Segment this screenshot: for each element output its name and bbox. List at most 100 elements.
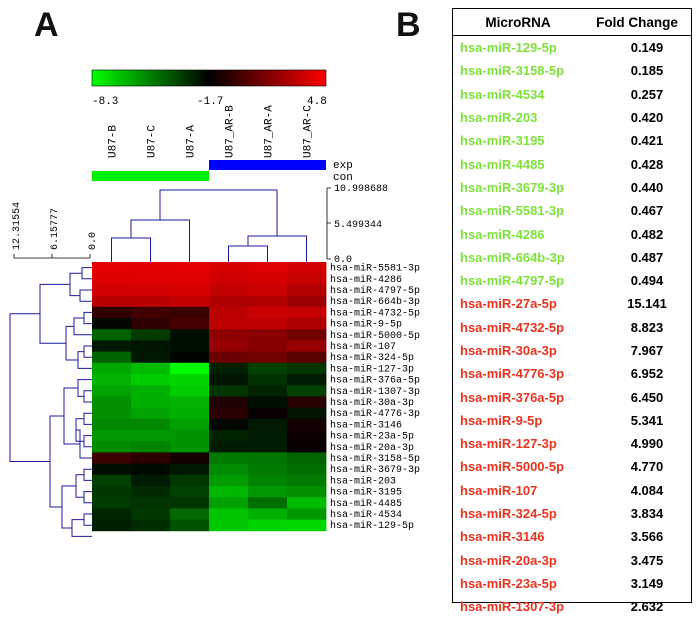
heatmap-cell — [170, 329, 210, 341]
heatmap-cell — [92, 441, 132, 453]
microrna-name: hsa-miR-4776-3p — [460, 366, 565, 382]
heatmap-cell — [131, 306, 171, 319]
heatmap-cell — [209, 306, 249, 319]
heatmap-cell — [170, 463, 210, 476]
heatmap-cell — [209, 441, 249, 453]
table-body: hsa-miR-129-5p 0.149 hsa-miR-3158-5p 0.185 h… — [453, 36, 691, 618]
heatmap-cell — [170, 318, 210, 330]
heatmap-cell — [287, 396, 327, 408]
heatmap-cell — [287, 519, 327, 532]
heatmap-cell — [209, 374, 249, 386]
heatmap-cell — [248, 374, 288, 386]
row-label: hsa-miR-3679-3p — [330, 464, 420, 476]
scale-min-label: -8.3 — [92, 96, 118, 108]
microrna-name: hsa-miR-3158-5p — [460, 63, 565, 79]
microrna-name: hsa-miR-3195 — [460, 133, 545, 149]
heatmap-cell — [287, 430, 327, 442]
heatmap-cell — [131, 318, 171, 330]
heatmap-cell — [170, 273, 210, 285]
col-scale-max: 10.998688 — [334, 184, 388, 195]
fold-change-value: 4.084 — [630, 482, 664, 498]
heatmap-cell — [92, 340, 132, 352]
heatmap-cell — [92, 295, 132, 308]
microrna-name: hsa-miR-203 — [460, 110, 538, 126]
fold-change-value: 5.341 — [630, 412, 664, 428]
heatmap-cell — [92, 362, 132, 375]
row-label: hsa-miR-3158-5p — [330, 453, 420, 465]
row-label: hsa-miR-3195 — [330, 487, 402, 499]
heatmap-cell — [209, 418, 249, 431]
heatmap-cell — [131, 374, 171, 386]
table-row: hsa-miR-30a-3p 7.967 — [453, 339, 691, 362]
heatmap-cell — [287, 329, 327, 341]
row-label: hsa-miR-664b-3p — [330, 296, 420, 308]
column-label: U87_AR-A — [264, 105, 276, 158]
row-label: hsa-miR-376a-5p — [330, 375, 420, 387]
table-row: hsa-miR-129-5p 0.149 — [453, 36, 691, 59]
fold-change-value: 4.990 — [630, 436, 664, 452]
table-row: hsa-miR-324-5p 3.834 — [453, 502, 691, 525]
microrna-name: hsa-miR-127-3p — [460, 436, 557, 452]
heatmap-cell — [209, 519, 249, 532]
heatmap-cell — [131, 262, 171, 274]
fold-change-value: 3.834 — [630, 506, 664, 522]
heatmap-cell — [170, 396, 210, 408]
fold-change-value: 0.440 — [630, 179, 664, 195]
heatmap-cell — [131, 519, 171, 532]
heatmap-cell — [248, 306, 288, 319]
heatmap-cell — [170, 474, 210, 487]
heatmap-cell — [209, 362, 249, 375]
fold-change-table: MicroRNA Fold Change hsa-miR-129-5p 0.149… — [452, 8, 692, 614]
heatmap-cell — [287, 497, 327, 509]
table-row: hsa-miR-4286 0.482 — [453, 222, 691, 245]
fold-change-value: 15.141 — [627, 296, 667, 312]
microrna-name: hsa-miR-107 — [460, 482, 538, 498]
heatmap-cell — [287, 295, 327, 308]
heatmap-cell — [287, 452, 327, 464]
heatmap-cell — [287, 318, 327, 330]
fold-change-value: 0.467 — [630, 203, 664, 219]
fold-change-value: 0.428 — [630, 156, 664, 172]
heatmap-cell — [131, 362, 171, 375]
heatmap-cell — [92, 452, 132, 464]
con-label: con — [333, 172, 353, 184]
heatmap-cell — [287, 407, 327, 420]
table-row: hsa-miR-20a-3p 3.475 — [453, 549, 691, 572]
heatmap-cell — [131, 463, 171, 476]
heatmap-cell — [209, 486, 249, 498]
heatmap-cell — [131, 486, 171, 498]
row-label: hsa-miR-4732-5p — [330, 307, 420, 319]
heatmap-cell — [170, 497, 210, 509]
table-row: hsa-miR-203 0.420 — [453, 106, 691, 129]
heatmap-cell — [131, 497, 171, 509]
header-microrna: MicroRNA — [485, 14, 551, 30]
heatmap-cell — [287, 273, 327, 285]
microrna-name: hsa-miR-4485 — [460, 156, 545, 172]
microrna-name: hsa-miR-30a-3p — [460, 343, 557, 358]
column-label: U87-B — [108, 125, 120, 158]
heatmap-cell — [248, 318, 288, 330]
heatmap-cell — [287, 463, 327, 476]
column-dendrogram — [111, 189, 307, 262]
panel-label-b: B — [396, 6, 421, 44]
heatmap-cell — [131, 452, 171, 464]
row-label: hsa-miR-9-5p — [330, 319, 402, 331]
microrna-name: hsa-miR-3146 — [460, 529, 545, 545]
col-scale-min: 0.0 — [334, 255, 352, 266]
row-label: hsa-miR-324-5p — [330, 352, 414, 364]
heatmap-cell — [92, 463, 132, 476]
heatmap-cell — [92, 486, 132, 498]
heatmap-cell — [209, 430, 249, 442]
heatmap-cell — [248, 508, 288, 520]
microrna-name: hsa-miR-1307-3p — [460, 599, 565, 615]
table-row: hsa-miR-1307-3p 2.632 — [453, 595, 691, 618]
heatmap-cell — [170, 452, 210, 464]
heatmap-cell — [170, 262, 210, 274]
heatmap-cell — [131, 273, 171, 285]
heatmap-cell — [131, 407, 171, 420]
heatmap-cell — [287, 441, 327, 453]
fold-change-value: 0.421 — [630, 133, 664, 149]
heatmap-cell — [170, 362, 210, 375]
fold-change-value: 0.185 — [630, 63, 664, 79]
col-scale-mid: 5.499344 — [334, 220, 382, 231]
